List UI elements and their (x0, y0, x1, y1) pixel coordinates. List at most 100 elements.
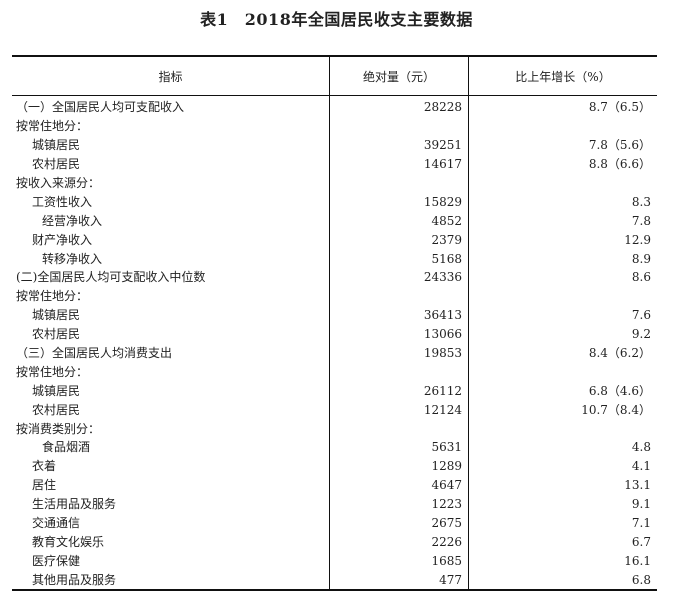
value-cell: 13066 (329, 324, 469, 344)
growth-cell: 16.1 (624, 553, 651, 568)
value-cell (329, 173, 469, 193)
value-cell: 36413 (329, 305, 469, 325)
indicator-cell: 城镇居民 (12, 305, 330, 325)
table-row: 食品烟酒 5631 4.8 (12, 438, 657, 457)
table-row: 按常住地分： (12, 116, 658, 136)
indicator-cell: 生活用品及服务 (12, 494, 330, 514)
growth-cell: 9.2 (631, 327, 651, 342)
table-row: 按常住地分： (12, 362, 658, 382)
growth-cell (469, 287, 658, 306)
value-cell (329, 362, 469, 382)
growth-cell (469, 174, 658, 193)
value-cell: 39251 (329, 135, 469, 155)
growth-cell (469, 419, 658, 438)
table-row: 其他用品及服务 477 6.8 (12, 570, 657, 591)
growth-cell: 13.1 (624, 478, 651, 493)
indicator-cell: （三）全国居民人均消费支出 (12, 343, 330, 363)
growth-cell: 9.1 (631, 497, 651, 512)
value-cell: 477 (329, 570, 469, 591)
growth-cell: 8.8（6.6） (588, 157, 651, 172)
table-row: 居住 4647 13.1 (12, 475, 657, 495)
table-row: 交通通信 2675 7.1 (12, 513, 657, 533)
value-cell: 28228 (329, 95, 469, 117)
indicator-cell: 转移净收入 (12, 249, 330, 269)
growth-cell: 8.6 (631, 270, 651, 285)
value-cell (329, 116, 469, 136)
table-row: 按收入来源分： (12, 173, 658, 193)
indicator-cell: 衣着 (12, 456, 330, 476)
indicator-cell: 按收入来源分： (12, 173, 330, 193)
value-cell: 14617 (329, 154, 469, 174)
value-cell: 5168 (329, 249, 469, 269)
indicator-cell: 按常住地分： (12, 116, 330, 136)
indicator-cell: 城镇居民 (12, 135, 330, 155)
value-cell: 15829 (329, 192, 469, 212)
table-row: 财产净收入 2379 12.9 (12, 230, 657, 250)
table-row: 转移净收入 5168 8.9 (12, 249, 657, 269)
indicator-cell: 教育文化娱乐 (12, 532, 330, 552)
growth-cell: 8.9 (631, 251, 651, 266)
table-row: 按常住地分： (12, 286, 658, 306)
value-cell (329, 286, 469, 306)
growth-cell: 7.6 (631, 308, 651, 323)
growth-cell (469, 362, 658, 381)
table-row: 工资性收入 15829 8.3 (12, 192, 657, 212)
header-row: 指标 绝对量（元） 比上年增长（%） (12, 56, 657, 96)
value-cell: 12124 (329, 400, 469, 420)
growth-cell: 12.9 (624, 232, 651, 247)
growth-cell (469, 117, 658, 136)
table-row: 农村居民 14617 8.8（6.6） (12, 154, 657, 174)
indicator-cell: 居住 (12, 475, 330, 495)
table-row: 衣着 1289 4.1 (12, 456, 657, 476)
table-row: 经营净收入 4852 7.8 (12, 211, 657, 231)
value-cell: 4852 (329, 211, 469, 231)
data-table: 指标 绝对量（元） 比上年增长（%） （一）全国居民人均可支配收入 28228 8.… (12, 55, 657, 591)
indicator-cell: 农村居民 (12, 154, 330, 174)
indicator-cell: 经营净收入 (12, 211, 330, 231)
value-cell (329, 419, 469, 439)
indicator-cell: 食品烟酒 (12, 438, 330, 457)
growth-cell: 4.8 (631, 440, 651, 455)
indicator-cell: 城镇居民 (12, 381, 330, 401)
growth-cell: 6.8 (631, 572, 651, 587)
growth-cell: 7.1 (631, 516, 651, 531)
indicator-cell: 按消费类别分： (12, 419, 330, 439)
indicator-cell: 工资性收入 (12, 192, 330, 212)
table-row: 城镇居民 36413 7.6 (12, 305, 657, 325)
table-row: 城镇居民 39251 7.8（5.6） (12, 135, 657, 155)
value-cell: 24336 (329, 268, 469, 287)
value-cell: 2675 (329, 513, 469, 533)
header-growth: 比上年增长（%） (468, 56, 657, 96)
value-cell: 2379 (329, 230, 469, 250)
value-cell: 4647 (329, 475, 469, 495)
table-row: 城镇居民 26112 6.8（4.6） (12, 381, 657, 401)
value-cell: 1289 (329, 456, 469, 476)
value-cell: 26112 (329, 381, 469, 401)
table-row: （一）全国居民人均可支配收入 28228 8.7（6.5） (12, 95, 657, 117)
indicator-cell: 医疗保健 (12, 551, 330, 571)
growth-cell: 6.8（4.6） (588, 383, 651, 398)
growth-cell: 8.4（6.2） (588, 346, 651, 361)
value-cell: 2226 (329, 532, 469, 552)
indicator-cell: 农村居民 (12, 400, 330, 420)
indicator-cell: (二)全国居民人均可支配收入中位数 (12, 268, 330, 287)
table-row: 生活用品及服务 1223 9.1 (12, 494, 657, 514)
value-cell: 1685 (329, 551, 469, 571)
table-row: 农村居民 13066 9.2 (12, 324, 657, 344)
growth-cell: 8.3 (631, 194, 651, 209)
growth-cell: 7.8（5.6） (588, 138, 651, 153)
growth-cell: 8.7（6.5） (588, 100, 651, 115)
growth-cell: 6.7 (631, 534, 651, 549)
indicator-cell: 交通通信 (12, 513, 330, 533)
table-row: 教育文化娱乐 2226 6.7 (12, 532, 657, 552)
indicator-cell: 按常住地分： (12, 286, 330, 306)
value-cell: 5631 (329, 438, 469, 457)
value-cell: 19853 (329, 343, 469, 363)
table-title: 表1 2018年全国居民收支主要数据 (200, 10, 473, 29)
indicator-cell: 其他用品及服务 (12, 570, 330, 591)
header-absolute-value: 绝对量（元） (329, 56, 469, 96)
growth-cell: 10.7（8.4） (581, 402, 651, 417)
indicator-cell: 财产净收入 (12, 230, 330, 250)
table-row: 按消费类别分： (12, 419, 658, 439)
table-row: （三）全国居民人均消费支出 19853 8.4（6.2） (12, 343, 657, 363)
